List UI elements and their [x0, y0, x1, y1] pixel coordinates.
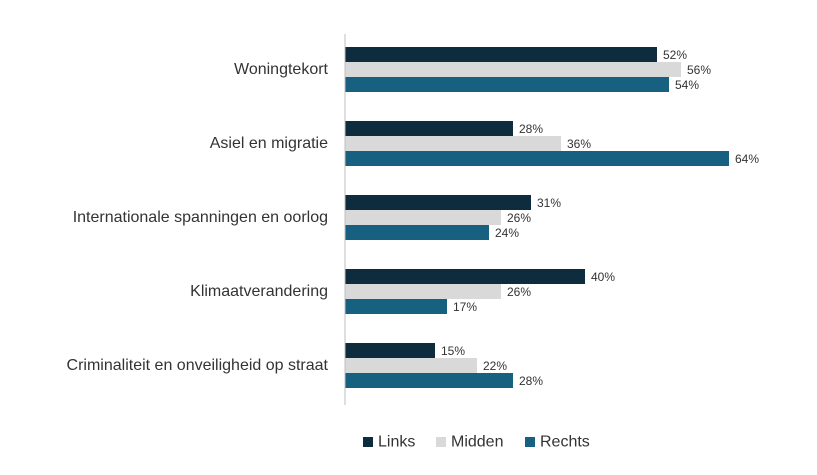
bar-links-klimaatverandering: [345, 269, 585, 284]
legend-swatch-links: [363, 437, 373, 447]
bar-midden-internationale-spanningen-en-oorlog: [345, 210, 501, 225]
legend-swatch-rechts: [525, 437, 535, 447]
value-label-midden-criminaliteit-en-onveiligheid-op-straat: 22%: [483, 359, 507, 373]
bars-group: [345, 47, 729, 388]
bar-links-internationale-spanningen-en-oorlog: [345, 195, 531, 210]
legend-label-rechts: Rechts: [540, 434, 590, 451]
category-label-asiel-en-migratie: Asiel en migratie: [210, 135, 328, 152]
value-label-rechts-criminaliteit-en-onveiligheid-op-straat: 28%: [519, 374, 543, 388]
category-label-woningtekort: Woningtekort: [234, 61, 329, 78]
value-label-links-klimaatverandering: 40%: [591, 270, 615, 284]
value-label-midden-asiel-en-migratie: 36%: [567, 137, 591, 151]
bar-rechts-woningtekort: [345, 77, 669, 92]
legend-label-links: Links: [378, 434, 415, 451]
bar-midden-woningtekort: [345, 62, 681, 77]
bar-rechts-klimaatverandering: [345, 299, 447, 314]
value-label-rechts-woningtekort: 54%: [675, 78, 699, 92]
bar-midden-criminaliteit-en-onveiligheid-op-straat: [345, 358, 477, 373]
value-label-links-asiel-en-migratie: 28%: [519, 122, 543, 136]
value-label-links-woningtekort: 52%: [663, 48, 687, 62]
value-labels-group: 52%56%54%28%36%64%31%26%24%40%26%17%15%2…: [441, 48, 759, 388]
bar-links-woningtekort: [345, 47, 657, 62]
bar-rechts-internationale-spanningen-en-oorlog: [345, 225, 489, 240]
value-label-midden-woningtekort: 56%: [687, 63, 711, 77]
legend-label-midden: Midden: [451, 434, 503, 451]
legend-swatch-midden: [436, 437, 446, 447]
value-label-links-internationale-spanningen-en-oorlog: 31%: [537, 196, 561, 210]
category-label-criminaliteit-en-onveiligheid-op-straat: Criminaliteit en onveiligheid op straat: [67, 357, 329, 374]
value-label-midden-klimaatverandering: 26%: [507, 285, 531, 299]
bar-rechts-asiel-en-migratie: [345, 151, 729, 166]
value-label-rechts-klimaatverandering: 17%: [453, 300, 477, 314]
value-label-links-criminaliteit-en-onveiligheid-op-straat: 15%: [441, 344, 465, 358]
value-label-rechts-internationale-spanningen-en-oorlog: 24%: [495, 226, 519, 240]
category-label-internationale-spanningen-en-oorlog: Internationale spanningen en oorlog: [73, 209, 328, 226]
value-label-rechts-asiel-en-migratie: 64%: [735, 152, 759, 166]
legend: Links Midden Rechts: [363, 434, 590, 451]
bar-midden-asiel-en-migratie: [345, 136, 561, 151]
bar-rechts-criminaliteit-en-onveiligheid-op-straat: [345, 373, 513, 388]
bar-midden-klimaatverandering: [345, 284, 501, 299]
category-label-klimaatverandering: Klimaatverandering: [190, 283, 328, 300]
value-label-midden-internationale-spanningen-en-oorlog: 26%: [507, 211, 531, 225]
category-labels-group: Woningtekort Asiel en migratie Internation…: [67, 61, 329, 374]
bar-links-asiel-en-migratie: [345, 121, 513, 136]
bar-links-criminaliteit-en-onveiligheid-op-straat: [345, 343, 435, 358]
